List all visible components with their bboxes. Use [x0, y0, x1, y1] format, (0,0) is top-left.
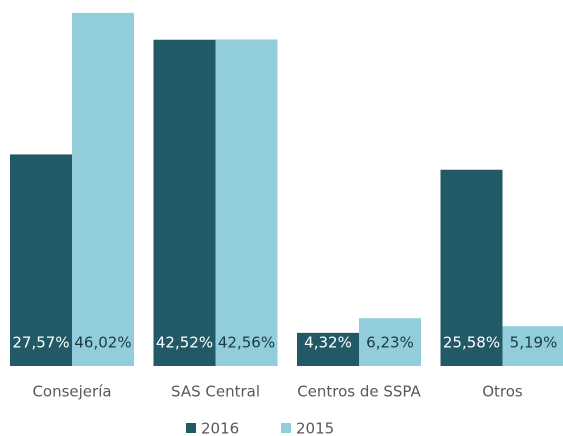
value-label: 5,19%: [510, 334, 558, 352]
legend-label: 2015: [296, 420, 334, 436]
value-label: 42,52%: [156, 334, 213, 352]
bar: [72, 12, 134, 367]
bar: [215, 39, 278, 366]
value-label: 27,57%: [12, 334, 69, 352]
bar: [502, 326, 563, 366]
x-tick-label: Centros de SSPA: [297, 383, 421, 401]
bar: [359, 318, 421, 366]
bar: [440, 169, 503, 366]
x-tick-label: Otros: [482, 383, 523, 401]
value-label: 6,23%: [366, 334, 414, 352]
x-tick-label: SAS Central: [171, 383, 260, 401]
legend-label: 2016: [201, 420, 239, 436]
legend-swatch: [281, 423, 291, 433]
bar: [10, 154, 72, 366]
x-tick-label: Consejería: [32, 383, 111, 401]
bar: [297, 332, 359, 366]
legend-swatch: [186, 423, 196, 433]
value-label: 25,58%: [443, 334, 500, 352]
bar: [153, 39, 216, 366]
value-label: 4,32%: [304, 334, 352, 352]
value-label: 42,56%: [218, 334, 275, 352]
value-label: 46,02%: [74, 334, 131, 352]
